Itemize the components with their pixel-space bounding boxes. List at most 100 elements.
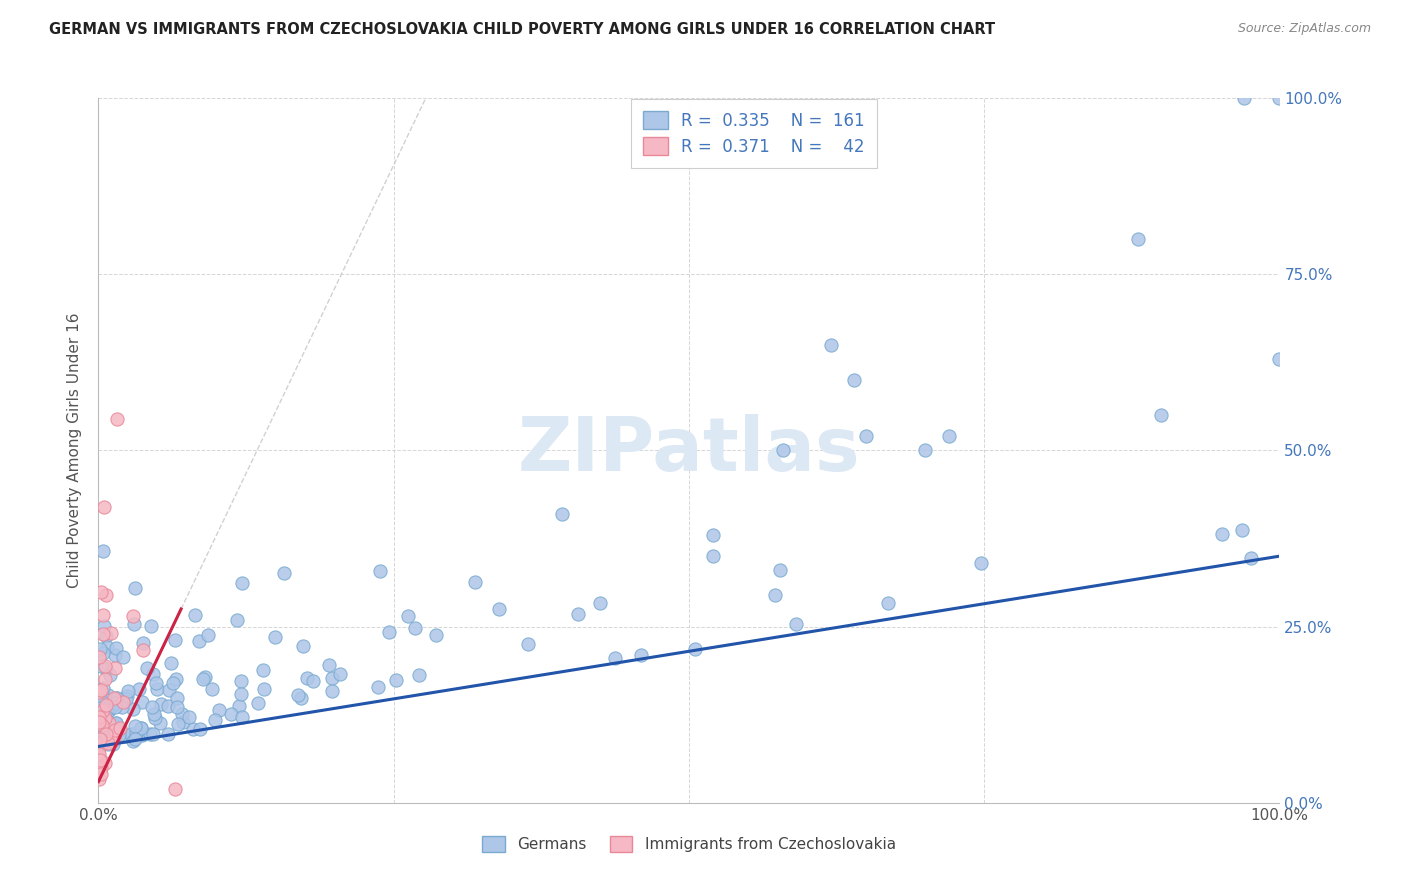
Point [385, 673, 408, 687]
Point [93, 711, 115, 725]
Point [229, 674, 252, 689]
Point [104, 700, 127, 714]
Point [145, 676, 167, 690]
Point [287, 689, 309, 703]
Point [94, 756, 117, 770]
Point [844, 373, 866, 387]
Point [89, 739, 111, 753]
Point [162, 676, 184, 690]
Point [188, 722, 211, 736]
Point [100, 625, 122, 640]
Point [131, 636, 153, 650]
Point [702, 528, 724, 542]
Point [91, 627, 114, 641]
Point [97, 704, 120, 718]
Point [97, 715, 120, 730]
Point [131, 643, 153, 657]
Point [93, 500, 115, 514]
Point [105, 690, 128, 705]
Point [165, 781, 187, 796]
Point [98, 694, 121, 708]
Point [396, 608, 419, 623]
Point [292, 640, 315, 654]
Point [170, 706, 193, 721]
Point [188, 634, 211, 648]
Point [97, 703, 120, 717]
Point [252, 663, 274, 677]
Point [104, 719, 127, 733]
Point [90, 761, 112, 775]
Point [90, 659, 112, 673]
Point [208, 703, 231, 717]
Point [93, 659, 115, 673]
Point [167, 717, 190, 731]
Point [785, 616, 807, 631]
Point [253, 682, 276, 697]
Point [111, 700, 134, 714]
Point [115, 689, 138, 703]
Point [108, 721, 131, 735]
Point [93, 619, 115, 633]
Point [876, 596, 898, 610]
Point [97, 693, 120, 707]
Point [87, 750, 110, 764]
Point [94, 717, 117, 731]
Point [110, 693, 132, 707]
Legend: Germans, Immigrants from Czechoslovakia: Germans, Immigrants from Czechoslovakia [477, 830, 901, 859]
Point [264, 631, 287, 645]
Point [121, 702, 143, 716]
Point [193, 672, 215, 686]
Point [94, 629, 117, 643]
Point [166, 700, 188, 714]
Point [122, 608, 145, 623]
Point [131, 695, 153, 709]
Point [938, 429, 960, 443]
Point [231, 710, 253, 724]
Point [464, 575, 486, 590]
Point [378, 624, 401, 639]
Point [104, 648, 127, 662]
Point [97, 701, 120, 715]
Point [1233, 91, 1256, 105]
Point [103, 725, 125, 739]
Point [91, 734, 114, 748]
Point [91, 647, 114, 661]
Point [93, 735, 115, 749]
Point [1230, 523, 1253, 537]
Point [143, 706, 166, 721]
Y-axis label: Child Poverty Among Girls Under 16: Child Poverty Among Girls Under 16 [67, 313, 83, 588]
Point [114, 691, 136, 706]
Point [769, 563, 792, 577]
Point [91, 703, 114, 717]
Point [157, 727, 180, 741]
Point [160, 656, 183, 670]
Point [131, 729, 153, 743]
Point [368, 564, 391, 578]
Point [90, 697, 112, 711]
Point [103, 690, 125, 705]
Point [184, 607, 207, 622]
Point [318, 657, 340, 672]
Point [141, 619, 163, 633]
Point [87, 684, 110, 698]
Point [103, 732, 125, 747]
Point [101, 734, 124, 748]
Point [820, 338, 842, 352]
Point [89, 710, 111, 724]
Point [89, 701, 111, 715]
Point [91, 543, 114, 558]
Point [114, 729, 136, 743]
Point [1211, 527, 1233, 541]
Point [142, 726, 165, 740]
Point [172, 714, 194, 729]
Point [97, 736, 120, 750]
Point [97, 730, 120, 744]
Point [166, 672, 188, 686]
Point [149, 697, 172, 711]
Point [89, 714, 111, 729]
Point [246, 696, 269, 710]
Point [231, 576, 253, 591]
Point [122, 617, 145, 632]
Point [630, 648, 652, 663]
Point [112, 694, 135, 708]
